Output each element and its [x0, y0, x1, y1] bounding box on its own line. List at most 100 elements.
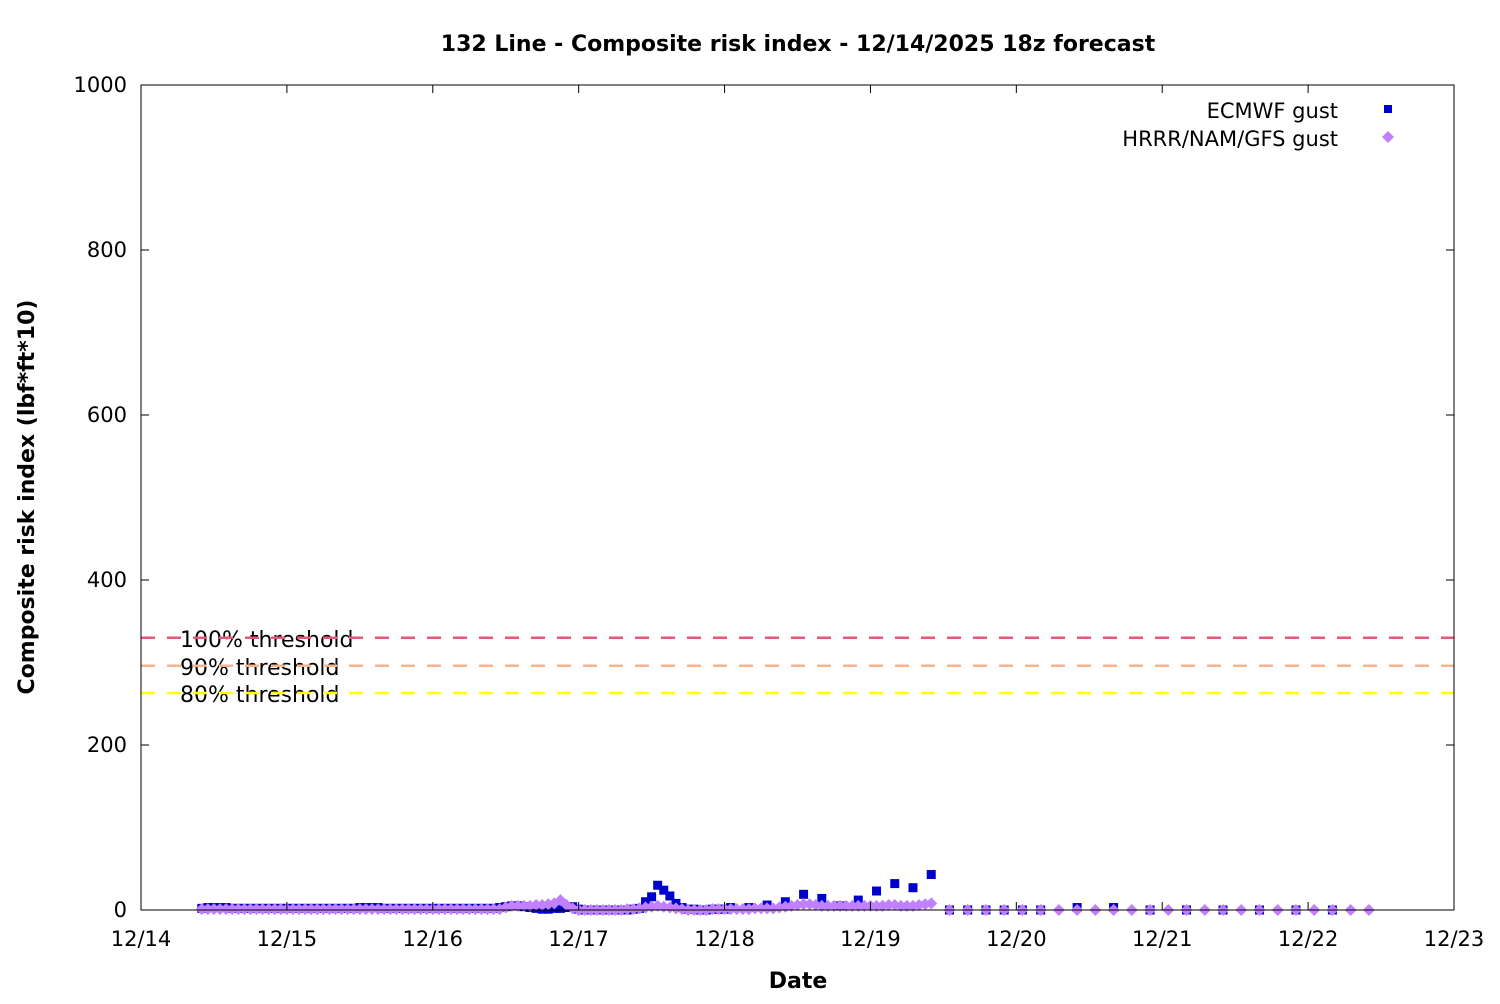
data-point — [799, 889, 809, 899]
data-point — [665, 891, 675, 901]
data-point — [821, 899, 834, 912]
data-point — [736, 903, 749, 916]
data-point — [505, 899, 518, 912]
data-point — [926, 870, 936, 880]
data-point — [469, 903, 482, 916]
data-point — [372, 903, 385, 916]
data-point — [207, 903, 220, 916]
x-tick-label: 12/16 — [403, 927, 464, 951]
data-point — [305, 903, 318, 916]
data-point — [365, 903, 378, 916]
data-point — [262, 903, 275, 916]
data-point — [797, 898, 810, 911]
data-point — [274, 903, 287, 916]
data-point — [384, 903, 397, 916]
data-point — [481, 903, 494, 916]
data-point — [232, 903, 245, 916]
data-point — [329, 903, 342, 916]
legend-marker-hrrr — [1382, 131, 1394, 143]
data-point — [317, 903, 330, 916]
data-point — [755, 902, 768, 915]
data-point — [730, 903, 743, 916]
y-tick-label: 800 — [87, 238, 127, 262]
data-point — [451, 903, 464, 916]
data-point — [647, 892, 657, 902]
data-point — [817, 893, 827, 903]
data-point — [894, 899, 907, 912]
y-tick-label: 0 — [114, 898, 127, 922]
x-tick-label: 12/21 — [1132, 927, 1193, 951]
data-point — [653, 880, 663, 890]
x-tick-label: 12/20 — [986, 927, 1047, 951]
x-tick-label: 12/19 — [840, 927, 901, 951]
data-point — [226, 903, 239, 916]
legend: ECMWF gust HRRR/NAM/GFS gust — [1122, 99, 1394, 151]
data-point — [908, 883, 918, 893]
data-point — [511, 899, 524, 912]
y-tick-label: 400 — [87, 568, 127, 592]
x-tick-label: 12/14 — [111, 927, 172, 951]
data-point — [214, 903, 227, 916]
data-point — [846, 899, 859, 912]
data-point — [353, 903, 366, 916]
legend-label-hrrr: HRRR/NAM/GFS gust — [1122, 127, 1338, 151]
data-point — [827, 899, 840, 912]
data-point — [621, 903, 634, 916]
data-point — [420, 903, 433, 916]
data-point — [256, 903, 269, 916]
data-point — [852, 899, 865, 912]
data-point — [761, 902, 774, 915]
y-tick-label: 200 — [87, 733, 127, 757]
data-point — [390, 903, 403, 916]
data-point — [890, 879, 900, 889]
x-tick-label: 12/17 — [548, 927, 609, 951]
axis-ticks: 12/14 12/15 12/16 12/17 12/18 12/19 12/20 12/21… — [74, 73, 1485, 951]
x-tick-label: 12/23 — [1424, 927, 1485, 951]
data-point — [359, 903, 372, 916]
data-point — [530, 899, 543, 912]
data-point — [311, 903, 324, 916]
data-point — [555, 903, 565, 913]
series-hrrr — [195, 894, 1375, 916]
x-axis-label: Date — [769, 969, 828, 994]
legend-label-ecmwf: ECMWF gust — [1207, 99, 1338, 123]
data-point — [238, 903, 251, 916]
data-point — [201, 903, 214, 916]
data-point — [244, 903, 257, 916]
data-point — [414, 903, 427, 916]
data-point — [475, 903, 488, 916]
data-point — [293, 903, 306, 916]
data-point — [872, 886, 882, 896]
data-point — [840, 899, 853, 912]
data-point — [870, 899, 883, 912]
data-point — [220, 903, 233, 916]
data-point — [250, 903, 263, 916]
data-point — [457, 903, 470, 916]
data-point — [445, 903, 458, 916]
data-point — [286, 903, 299, 916]
data-point — [712, 903, 725, 916]
data-point — [432, 903, 445, 916]
data-point — [195, 903, 208, 916]
data-point — [900, 899, 913, 912]
data-point — [487, 903, 500, 916]
data-point — [882, 899, 895, 912]
data-marks — [195, 870, 1375, 916]
data-point — [335, 903, 348, 916]
chart-title: 132 Line - Composite risk index - 12/14/… — [441, 32, 1156, 57]
data-point — [299, 903, 312, 916]
data-point — [724, 903, 737, 916]
x-tick-label: 12/15 — [257, 927, 318, 951]
data-point — [815, 899, 828, 912]
data-point — [659, 885, 669, 895]
data-point — [438, 903, 451, 916]
threshold-label: 80% threshold — [180, 683, 340, 708]
threshold-label: 100% threshold — [180, 628, 354, 653]
legend-marker-ecmwf — [1384, 105, 1392, 113]
data-point — [378, 903, 391, 916]
data-point — [748, 902, 761, 915]
plot-frame — [140, 84, 1455, 911]
data-point — [268, 903, 281, 916]
data-point — [341, 903, 354, 916]
